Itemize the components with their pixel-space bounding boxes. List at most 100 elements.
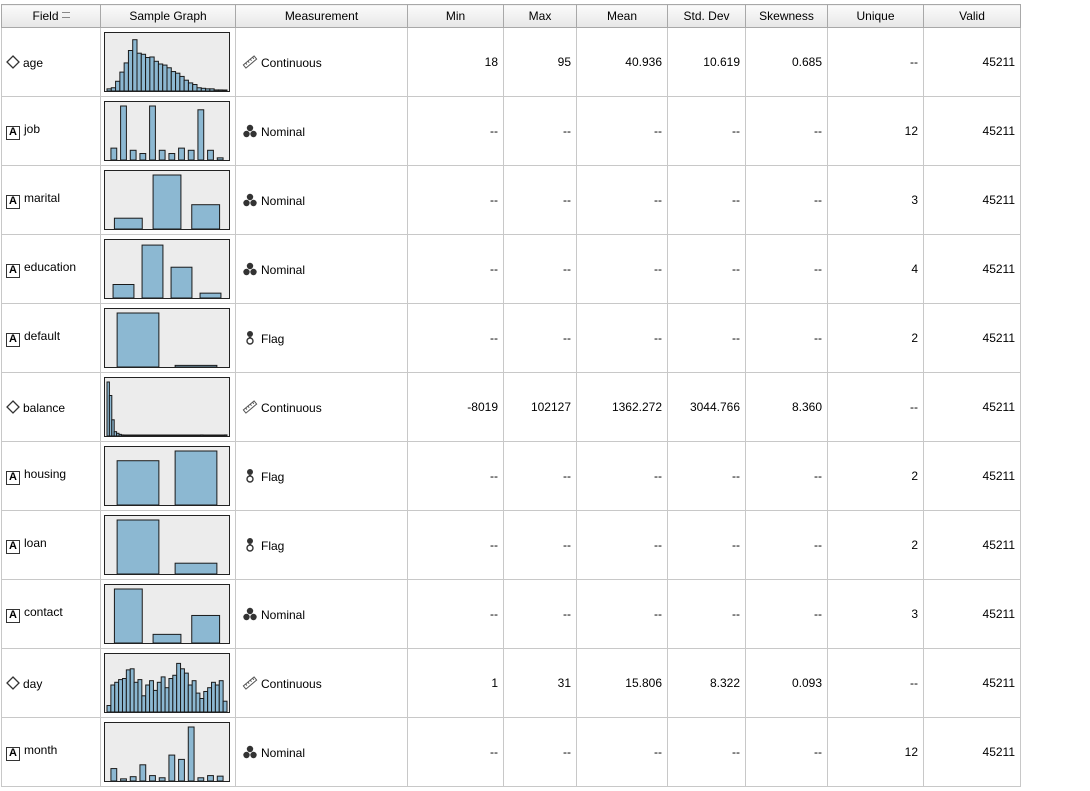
unique-cell: 12 bbox=[827, 96, 924, 166]
field-cell[interactable]: balance bbox=[1, 372, 101, 442]
std-cell: 3044.766 bbox=[667, 372, 746, 442]
graph-bar bbox=[149, 105, 156, 160]
graph-bar bbox=[211, 681, 216, 712]
sample-graph[interactable] bbox=[104, 446, 230, 506]
sample-graph[interactable] bbox=[104, 722, 230, 782]
sample-graph-cell[interactable] bbox=[100, 579, 236, 649]
age-graph-svg bbox=[106, 39, 228, 91]
measurement-cell[interactable]: Flag bbox=[235, 441, 408, 511]
measurement-cell[interactable]: Nominal bbox=[235, 165, 408, 235]
education-graph-svg bbox=[112, 244, 222, 298]
sample-graph[interactable] bbox=[104, 32, 230, 92]
sample-graph-cell[interactable] bbox=[100, 96, 236, 166]
table-row[interactable]: day Continuous 1 31 15.806 8.322 0.093 -- 45211 bbox=[1, 648, 1021, 718]
header-max[interactable]: Max bbox=[503, 4, 577, 28]
measurement-cell[interactable]: Continuous bbox=[235, 372, 408, 442]
three-dots-icon bbox=[242, 123, 258, 139]
sample-graph[interactable] bbox=[104, 584, 230, 644]
sample-graph[interactable] bbox=[104, 170, 230, 230]
flag-bulb-icon bbox=[242, 468, 258, 484]
table-row[interactable]: balance Continuous -8019 102127 1362.272 3044… bbox=[1, 372, 1021, 442]
sample-graph-cell[interactable] bbox=[100, 717, 236, 787]
graph-bar bbox=[116, 460, 160, 505]
measurement-cell[interactable]: Nominal bbox=[235, 96, 408, 166]
field-cell[interactable]: age bbox=[1, 27, 101, 97]
sort-icon[interactable] bbox=[61, 12, 70, 18]
measurement-cell[interactable]: Flag bbox=[235, 510, 408, 580]
measurement-cell[interactable]: Continuous bbox=[235, 27, 408, 97]
graph-bar bbox=[192, 84, 198, 91]
graph-bar bbox=[218, 680, 224, 712]
table-row[interactable]: age Continuous 18 95 40.936 10.619 0.685 -- 4521… bbox=[1, 27, 1021, 97]
graph-bar bbox=[111, 419, 115, 436]
sample-graph[interactable] bbox=[104, 239, 230, 299]
sample-graph[interactable] bbox=[104, 515, 230, 575]
min-cell: -- bbox=[407, 441, 504, 511]
three-dots-icon bbox=[242, 744, 258, 760]
header-std-dev[interactable]: Std. Dev bbox=[667, 4, 746, 28]
graph-bar bbox=[183, 672, 189, 712]
sample-graph[interactable] bbox=[104, 653, 230, 713]
field-name: month bbox=[24, 743, 58, 757]
sample-graph-cell[interactable] bbox=[100, 441, 236, 511]
graph-bar bbox=[139, 764, 147, 781]
valid-cell: 45211 bbox=[923, 717, 1021, 787]
unique-cell: -- bbox=[827, 372, 924, 442]
graph-bar bbox=[178, 147, 185, 160]
sample-graph-cell[interactable] bbox=[100, 234, 236, 304]
sample-graph-cell[interactable] bbox=[100, 165, 236, 235]
measurement-cell[interactable]: Nominal bbox=[235, 234, 408, 304]
measurement-cell[interactable]: Nominal bbox=[235, 717, 408, 787]
graph-bar bbox=[179, 75, 185, 91]
header-sample-graph[interactable]: Sample Graph bbox=[100, 4, 236, 28]
three-dots-icon bbox=[242, 192, 258, 208]
min-cell: -- bbox=[407, 234, 504, 304]
sample-graph-cell[interactable] bbox=[100, 303, 236, 373]
sample-graph[interactable] bbox=[104, 308, 230, 368]
header-min[interactable]: Min bbox=[407, 4, 504, 28]
header-unique[interactable]: Unique bbox=[827, 4, 924, 28]
header-skewness[interactable]: Skewness bbox=[745, 4, 828, 28]
header-field[interactable]: Field bbox=[1, 4, 101, 28]
mean-cell: -- bbox=[576, 96, 668, 166]
measurement-label: Nominal bbox=[261, 125, 306, 139]
graph-bar bbox=[149, 775, 156, 781]
header-valid[interactable]: Valid bbox=[923, 4, 1021, 28]
sample-graph-cell[interactable] bbox=[100, 372, 236, 442]
graph-bar bbox=[187, 149, 195, 160]
measurement-cell[interactable]: Nominal bbox=[235, 579, 408, 649]
graph-bar bbox=[183, 79, 189, 91]
sample-graph[interactable] bbox=[104, 101, 230, 161]
graph-bar bbox=[140, 53, 147, 91]
sample-graph-cell[interactable] bbox=[100, 648, 236, 718]
header-row: Field Sample Graph Measurement Min Max M… bbox=[1, 4, 1021, 28]
sample-graph[interactable] bbox=[104, 377, 230, 437]
measurement-cell[interactable]: Flag bbox=[235, 303, 408, 373]
header-mean[interactable]: Mean bbox=[576, 4, 668, 28]
measurement-cell[interactable]: Continuous bbox=[235, 648, 408, 718]
valid-cell: 45211 bbox=[923, 96, 1021, 166]
flag-bulb-icon bbox=[242, 330, 258, 346]
field-cell[interactable]: day bbox=[1, 648, 101, 718]
mean-cell: 40.936 bbox=[576, 27, 668, 97]
sample-graph-cell[interactable] bbox=[100, 27, 236, 97]
skew-cell: -- bbox=[745, 579, 828, 649]
sample-graph-cell[interactable] bbox=[100, 510, 236, 580]
header-measurement[interactable]: Measurement bbox=[235, 4, 408, 28]
